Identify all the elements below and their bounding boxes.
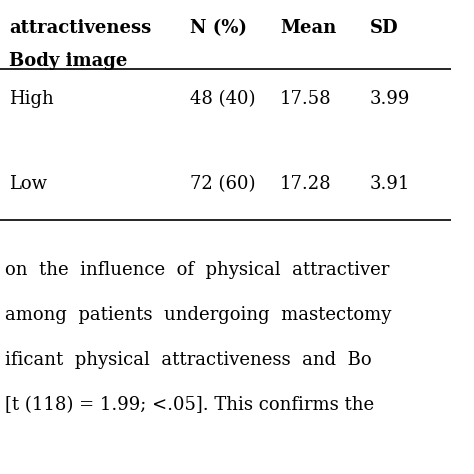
Text: Low: Low — [9, 175, 47, 193]
Text: Body image: Body image — [9, 52, 128, 70]
Text: High: High — [9, 90, 54, 108]
Text: among  patients  undergoing  mastectomy: among patients undergoing mastectomy — [5, 306, 391, 324]
Text: 48 (40): 48 (40) — [190, 90, 255, 108]
Text: Mean: Mean — [280, 19, 336, 37]
Text: attractiveness: attractiveness — [9, 19, 151, 37]
Text: 17.28: 17.28 — [280, 175, 331, 193]
Text: [t (118) = 1.99; <.05]. This confirms thе: [t (118) = 1.99; <.05]. This confirms th… — [5, 396, 374, 414]
Text: on  the  influence  of  physical  attractiver: on the influence of physical attractiver — [5, 261, 389, 279]
Text: N (%): N (%) — [190, 19, 246, 37]
Text: SD: SD — [370, 19, 399, 37]
Text: 72 (60): 72 (60) — [190, 175, 255, 193]
Text: 3.91: 3.91 — [370, 175, 410, 193]
Text: ificant  physical  attractiveness  and  Bo: ificant physical attractiveness and Bo — [5, 351, 371, 369]
Text: 3.99: 3.99 — [370, 90, 410, 108]
Text: 17.58: 17.58 — [280, 90, 331, 108]
